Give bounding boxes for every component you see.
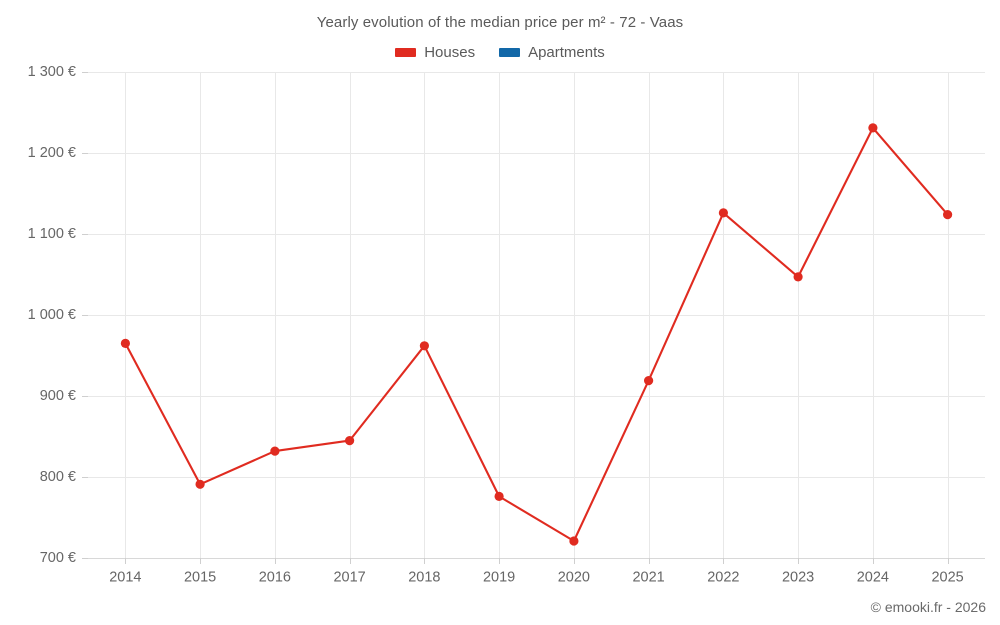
data-point-houses[interactable] [195, 479, 205, 489]
x-tick-label: 2018 [408, 570, 440, 586]
legend-swatch-houses [395, 48, 417, 57]
x-tick-label: 2017 [333, 570, 365, 586]
y-tick-label: 1 300 € [28, 64, 76, 80]
legend-label-houses: Houses [424, 44, 476, 61]
x-gridlines [88, 72, 985, 564]
legend-entry-houses[interactable]: Houses [395, 44, 475, 61]
data-point-houses[interactable] [868, 123, 878, 133]
x-tick-label: 2024 [857, 570, 889, 586]
x-tick-label: 2025 [931, 570, 963, 586]
y-tick-label: 1 100 € [28, 226, 76, 242]
series-line-houses [124, 126, 949, 543]
x-tick-label: 2014 [109, 570, 141, 586]
series-markers [120, 123, 953, 546]
data-point-houses[interactable] [793, 272, 803, 282]
y-tick-label: 700 € [40, 550, 76, 566]
x-axis-labels: 2014 2015 2016 2017 2018 2019 2020 2021 2022 2023… [109, 570, 964, 586]
chart-title: Yearly evolution of the median price per… [316, 14, 684, 31]
copyright-credit: © emooki.fr - 2026 [870, 599, 986, 615]
data-point-houses[interactable] [120, 338, 130, 348]
data-point-houses[interactable] [718, 208, 729, 218]
series-lines [124, 126, 949, 543]
data-point-houses[interactable] [644, 376, 654, 386]
legend-label-apartments: Apartments [528, 44, 605, 61]
legend-swatch-apartments [499, 48, 521, 57]
y-tick-label: 900 € [40, 388, 76, 404]
y-tick-label: 1 200 € [28, 145, 76, 161]
chart-legend: Houses Apartments [0, 44, 1000, 61]
x-tick-label: 2015 [184, 570, 216, 586]
data-point-houses[interactable] [270, 446, 280, 456]
data-point-houses[interactable] [569, 536, 579, 546]
x-tick-label: 2016 [259, 570, 291, 586]
x-tick-label: 2021 [632, 570, 664, 586]
legend-entry-apartments[interactable]: Apartments [499, 44, 605, 61]
y-gridlines [82, 72, 985, 559]
data-point-houses[interactable] [419, 341, 429, 351]
y-axis-labels: 700 € 800 € 900 € 1 000 € 1 100 € 1 200 € 1 30… [28, 64, 76, 566]
y-tick-label: 1 000 € [28, 307, 76, 323]
x-tick-label: 2022 [707, 570, 739, 586]
data-point-houses[interactable] [943, 210, 953, 220]
x-tick-label: 2019 [483, 570, 515, 586]
x-tick-label: 2023 [782, 570, 814, 586]
data-point-houses[interactable] [345, 436, 355, 446]
y-tick-label: 800 € [40, 469, 76, 485]
x-tick-label: 2020 [558, 570, 590, 586]
data-point-houses[interactable] [494, 491, 504, 501]
